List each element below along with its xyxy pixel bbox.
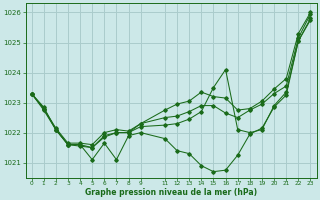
X-axis label: Graphe pression niveau de la mer (hPa): Graphe pression niveau de la mer (hPa) [85, 188, 257, 197]
